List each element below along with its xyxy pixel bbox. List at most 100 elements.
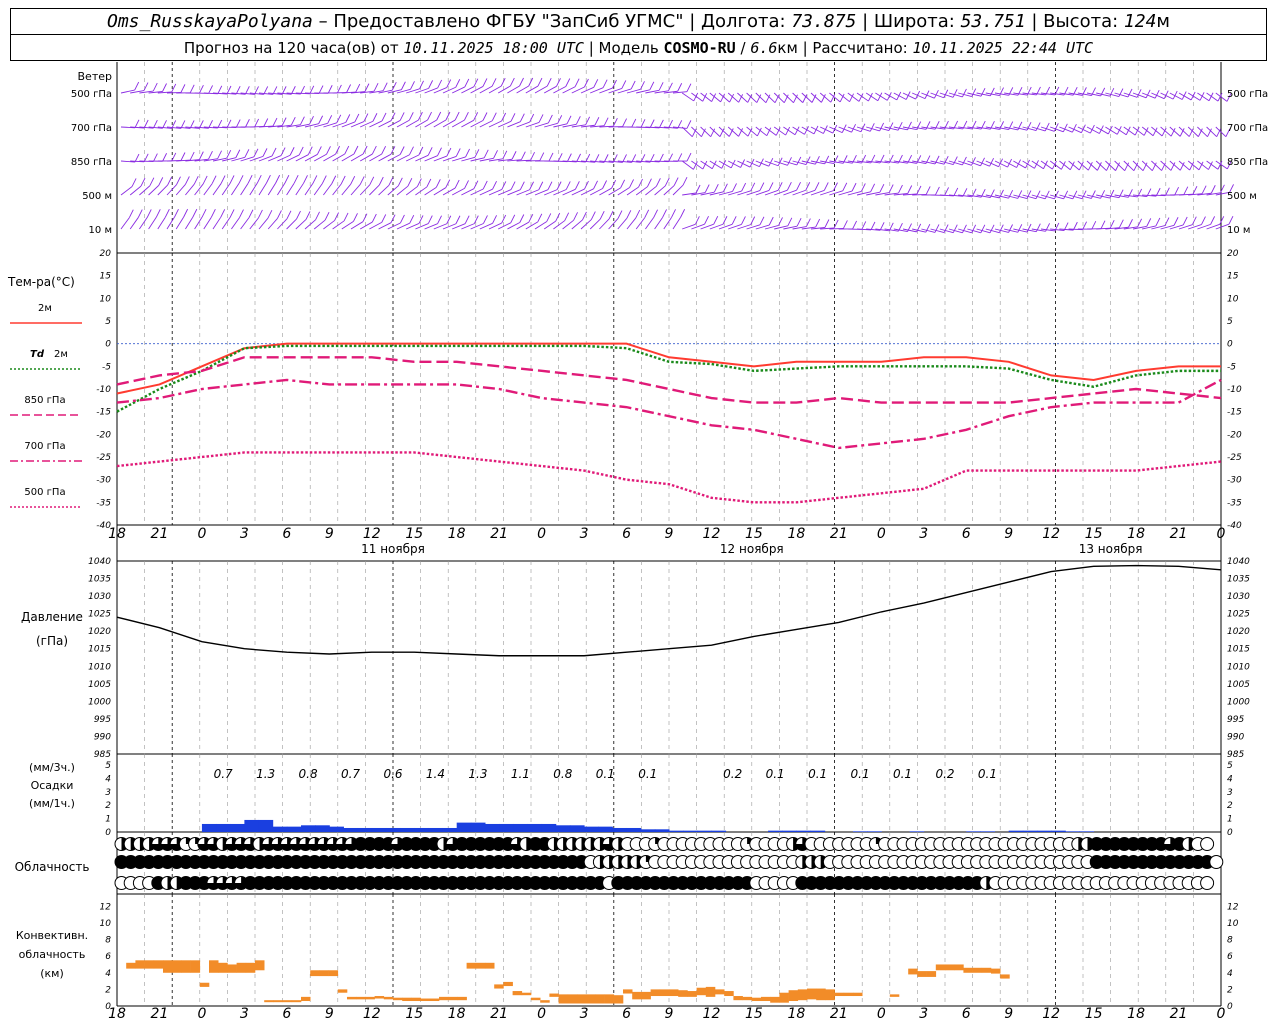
wind-barb (580, 124, 595, 128)
wind-barb (1187, 126, 1199, 137)
wind-barb (212, 183, 222, 196)
wind-barb (1105, 92, 1120, 97)
wind-barb-flag (208, 120, 213, 129)
wind-barb-flag (363, 113, 369, 122)
wind-barb-flag (364, 83, 370, 92)
wind-barb-flag (723, 183, 728, 192)
wind-barb-flag (731, 216, 737, 225)
convective-bar (236, 962, 247, 973)
wind-barb (286, 182, 295, 196)
wind-barb-flag (603, 154, 609, 163)
precip-bar (980, 831, 996, 832)
wind-barb-flag (1026, 223, 1032, 233)
wind-barb (654, 185, 666, 196)
wind-barb (682, 192, 697, 196)
wind-barb-flag (870, 221, 876, 231)
wind-barb (737, 160, 751, 168)
wind-barb-flag (254, 118, 260, 128)
wind-barb-flag (267, 210, 273, 219)
wind-barb-flag (702, 160, 708, 170)
convective-bar (319, 970, 329, 977)
wind-barb-flag (785, 126, 791, 136)
wind-barb (157, 184, 168, 196)
wind-barb (884, 160, 899, 164)
wind-barb (166, 126, 181, 129)
wind-barb-flag (1052, 160, 1057, 170)
wind-barb (599, 187, 612, 196)
y-tick-label-right: 1040 (1227, 557, 1250, 567)
wind-barb (240, 182, 249, 196)
wind-barb-flag (1163, 90, 1169, 99)
wind-barb (580, 219, 592, 230)
wind-barb (249, 182, 258, 196)
wind-barb-flag (143, 82, 149, 91)
wind-barb-flag (1179, 128, 1185, 137)
wind-barb (433, 223, 447, 230)
wind-barb (856, 228, 871, 231)
wind-barb (451, 119, 465, 128)
wind-barb (231, 92, 246, 95)
wind-barb (617, 88, 632, 94)
y-tick-label-right: -25 (1227, 453, 1242, 463)
wind-barb-flag (426, 178, 432, 188)
hour-tick-label: 9 (325, 1006, 334, 1022)
wind-barb-flag (738, 128, 744, 137)
wind-barb (847, 92, 860, 102)
wind-barb (313, 219, 326, 230)
y-tick-label-left: 1005 (88, 680, 111, 690)
wind-barb-flag (346, 84, 351, 93)
wind-barb (1031, 126, 1046, 132)
y-tick-label-right: 0 (1227, 340, 1233, 350)
wind-barb (268, 125, 283, 128)
wind-barb-flag (400, 214, 405, 224)
wind-title: Ветер (78, 70, 112, 83)
wind-barb-flag (924, 90, 930, 99)
wind-barb-flag (528, 77, 534, 87)
wind-barb (267, 182, 277, 196)
y-tick-label-left: 985 (94, 750, 111, 760)
wind-barb (737, 224, 751, 230)
wind-barb-flag (519, 181, 525, 190)
wind-barb-flag (1197, 128, 1203, 137)
wind-barb-flag (491, 78, 497, 87)
wind-barb (424, 87, 438, 94)
wind-barb (691, 126, 702, 138)
wind-barb (378, 89, 393, 94)
wind-barb-flag (409, 215, 415, 224)
wind-barb-flag (786, 182, 792, 191)
wind-barb-flag (566, 153, 572, 162)
wind-barb-flag (1152, 127, 1158, 136)
temp-series-line (116, 342, 1221, 395)
wind-barb (461, 188, 475, 196)
precip-bar (768, 830, 783, 832)
precip-bar (513, 823, 528, 832)
wind-barb-flag (238, 175, 244, 184)
wind-barb-flag (390, 146, 396, 155)
wind-barb (626, 217, 637, 230)
wind-barb (1215, 92, 1228, 102)
wind-barb (755, 126, 768, 137)
wind-barb (295, 154, 309, 162)
wind-barb (544, 189, 558, 196)
model-resolution: 6.6 (750, 39, 778, 57)
wind-barb-flag (557, 153, 563, 162)
wind-barb-flag (473, 78, 479, 87)
wind-barb-flag (446, 147, 452, 157)
wind-barb (810, 190, 825, 196)
wind-barb (415, 87, 429, 94)
precip-bar (1022, 830, 1038, 832)
longitude-value: 73.875 (791, 11, 857, 32)
model-resolution-unit: км (777, 39, 798, 57)
wind-barb-flag (399, 112, 405, 121)
convective-bar (724, 991, 734, 997)
wind-barb-flag (372, 113, 378, 122)
y-tick-label-right: 990 (1227, 732, 1244, 742)
convective-bar (448, 996, 458, 1001)
wind-barb (176, 159, 191, 162)
wind-barb-flag (765, 94, 771, 103)
wind-barb-flag (1017, 224, 1023, 233)
wind-barb-flag (519, 77, 524, 87)
wind-barb-flag (208, 150, 213, 160)
wind-barb-flag (998, 224, 1004, 233)
convective-bar (273, 1000, 283, 1003)
